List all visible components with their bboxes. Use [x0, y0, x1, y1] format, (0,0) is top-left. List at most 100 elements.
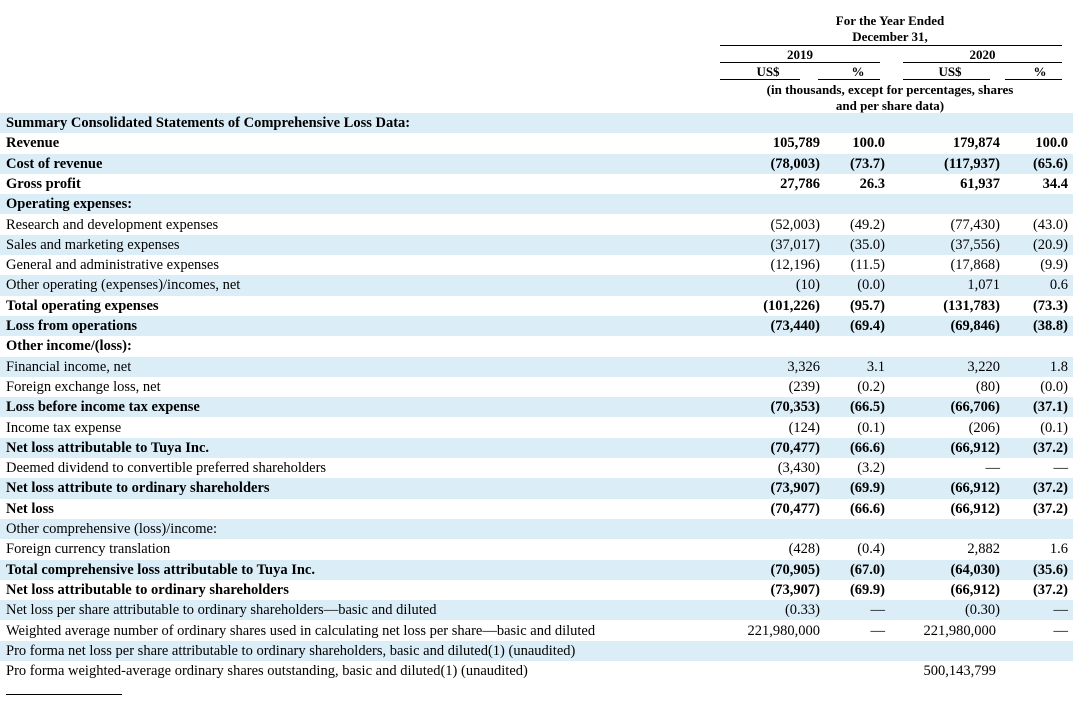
table-row: Net loss attributable to ordinary shareh…: [0, 580, 1073, 600]
table-row: Foreign currency translation (428) (0.4) 2,…: [0, 539, 1073, 559]
row-label: Net loss attribute to ordinary sharehold…: [6, 480, 270, 497]
row-label: Financial income, net: [6, 358, 132, 375]
row-label: Pro forma weighted-average ordinary shar…: [6, 663, 528, 680]
cell: (70,477): [770, 500, 820, 517]
year: 2020: [969, 47, 996, 62]
cell: (78,003): [770, 155, 820, 172]
cell: (43.0): [1032, 216, 1068, 233]
cell: —: [985, 460, 1001, 477]
cell: (64,030): [950, 561, 1000, 578]
note: (in thousands, except for percentages, s…: [766, 82, 1014, 97]
table-row: Net loss per share attributable to ordin…: [0, 600, 1073, 621]
unit: US$: [756, 64, 780, 79]
cell: (66,706): [950, 399, 1000, 416]
row-label: Research and development expenses: [6, 216, 219, 233]
cell: (66.6): [849, 439, 885, 456]
cell: (37.2): [1032, 500, 1068, 517]
cell: (52,003): [770, 216, 820, 233]
row-label: Other comprehensive (loss)/income:: [6, 521, 217, 537]
table-row: Revenue 105,789 100.0 179,874 100.0: [0, 133, 1073, 153]
cell: (37.2): [1032, 439, 1068, 456]
unit: %: [851, 64, 865, 79]
row-label: Cost of revenue: [6, 155, 103, 172]
cell: 26.3: [859, 175, 885, 192]
cell: (70,353): [770, 399, 820, 416]
cell: (428): [788, 541, 820, 558]
cell: (0.0): [1040, 378, 1068, 395]
cell: 34.4: [1042, 175, 1068, 192]
cell: (35.0): [849, 236, 885, 253]
cell: (66,912): [950, 480, 1000, 497]
row-label: Pro forma net loss per share attributabl…: [6, 642, 576, 659]
cell: 100.0: [1035, 135, 1068, 152]
row-label: Other operating (expenses)/incomes, net: [6, 277, 241, 294]
row-label: Total comprehensive loss attributable to…: [6, 561, 315, 578]
cell: (101,226): [763, 297, 820, 314]
cell: —: [1053, 602, 1069, 619]
cell: (0.1): [1040, 419, 1068, 436]
cell: (73,907): [770, 480, 820, 497]
cell: (70,477): [770, 439, 820, 456]
row-label: Other income/(loss):: [6, 338, 132, 355]
cell: (9.9): [1040, 257, 1068, 274]
cell: —: [870, 622, 886, 639]
row-label: Net loss attributable to Tuya Inc.: [6, 439, 210, 456]
cell: (0.2): [857, 378, 885, 395]
row-label: General and administrative expenses: [6, 257, 219, 274]
cell: (37,556): [950, 236, 1000, 253]
cell: (69.9): [849, 581, 885, 598]
cell: (0.0): [857, 277, 885, 294]
rule: [1005, 79, 1062, 80]
row-label: Foreign currency translation: [6, 541, 171, 558]
cell: (131,783): [943, 297, 1000, 314]
cell: (3.2): [857, 460, 885, 477]
cell: (37.2): [1032, 480, 1068, 497]
row-label: Foreign exchange loss, net: [6, 378, 161, 395]
cell: (66.5): [849, 399, 885, 416]
cell: (0.33): [784, 602, 820, 619]
table-row: Income tax expense (124) (0.1) (206) (0.1): [0, 418, 1073, 438]
cell: (80): [975, 378, 1000, 395]
cell: 179,874: [952, 135, 1000, 152]
rule: [903, 79, 990, 80]
cell: 3,326: [787, 358, 820, 375]
cell: (0.30): [964, 602, 1000, 619]
table-row: Deemed dividend to convertible preferred…: [0, 458, 1073, 478]
row-label: Summary Consolidated Statements of Compr…: [6, 115, 411, 131]
cell: 100.0: [852, 135, 885, 152]
cell: (69.9): [849, 480, 885, 497]
cell: (10): [795, 277, 820, 294]
cell: 3.1: [866, 358, 885, 375]
cell: 1,071: [967, 277, 1000, 294]
period-title-1: For the Year Ended: [835, 13, 945, 28]
table-row: Weighted average number of ordinary shar…: [0, 621, 1073, 641]
cell: (66,912): [950, 439, 1000, 456]
cell: (38.8): [1032, 318, 1068, 334]
period-title-2: December 31,: [852, 29, 928, 44]
cell: (11.5): [850, 257, 886, 274]
table-row: Net loss (70,477) (66.6) (66,912) (37.2): [0, 499, 1073, 519]
row-label: Operating expenses:: [6, 196, 133, 213]
row-label: Loss before income tax expense: [6, 399, 200, 416]
rule: [818, 79, 880, 80]
cell: (66.6): [849, 500, 885, 517]
cell: 1.8: [1049, 358, 1068, 375]
year: 2019: [787, 47, 813, 62]
table-row: Financial income, net 3,326 3.1 3,220 1.8: [0, 356, 1073, 377]
cell: —: [1053, 622, 1069, 639]
table-row: Total operating expenses (101,226) (95.7) (…: [0, 296, 1073, 316]
cell: (124): [788, 419, 820, 436]
cell: (70,905): [770, 561, 820, 578]
cell: (37.1): [1032, 399, 1068, 416]
cell: (66,912): [950, 581, 1000, 598]
cell: 0.6: [1049, 277, 1068, 294]
row-label: Income tax expense: [6, 419, 122, 436]
cell: (0.1): [857, 419, 885, 436]
cell: (77,430): [950, 216, 1000, 233]
table-row: Operating expenses:: [0, 194, 1073, 215]
table-row: Pro forma weighted-average ordinary shar…: [0, 661, 1073, 681]
table-row: General and administrative expenses (12,1…: [0, 255, 1073, 275]
table-row: Pro forma net loss per share attributabl…: [0, 640, 1073, 662]
cell: 221,980,000: [923, 622, 997, 639]
